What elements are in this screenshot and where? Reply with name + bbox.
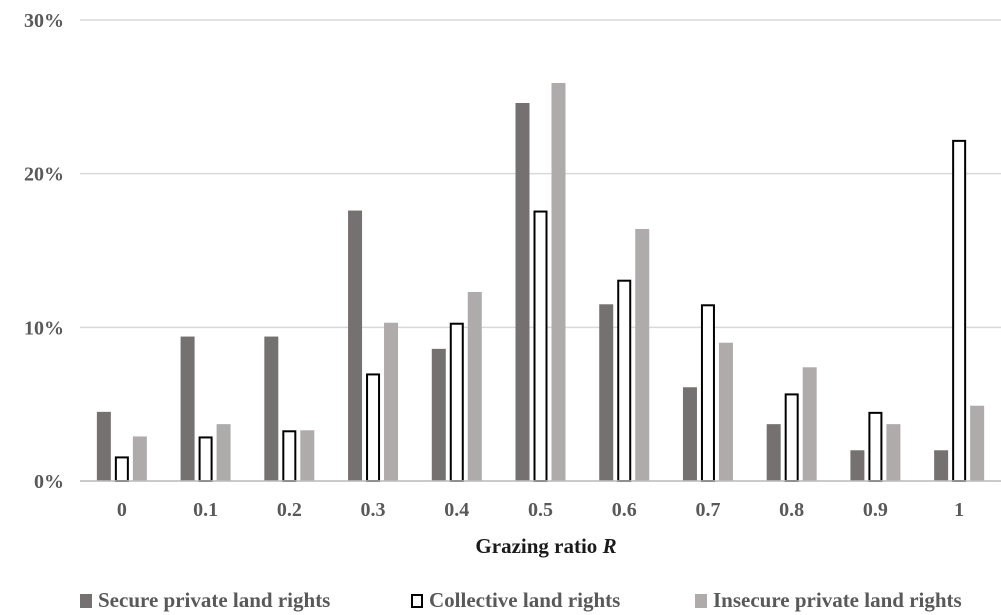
bar-secure <box>431 348 446 481</box>
bar-collective <box>784 393 799 482</box>
legend-swatch-insecure <box>695 593 707 608</box>
x-tick-label: 0.3 <box>361 499 386 521</box>
bar-insecure <box>718 342 733 481</box>
bar-secure <box>599 304 614 481</box>
bar-secure <box>766 424 781 481</box>
legend-label-collective: Collective land rights <box>429 588 621 612</box>
bar-collective <box>366 373 381 482</box>
x-tick-label: 0.1 <box>193 499 218 521</box>
legend-item-collective: Collective land rights <box>411 588 620 613</box>
y-axis-ticks: 0% 10% 20% 30% <box>24 10 64 493</box>
bar-secure <box>850 450 865 481</box>
bar-insecure <box>551 83 566 482</box>
bar-insecure <box>886 424 901 481</box>
bar-secure <box>515 102 530 481</box>
bar-secure <box>264 336 279 481</box>
legend-swatch-collective <box>411 593 423 608</box>
x-tick-label: 0.7 <box>695 499 720 521</box>
y-tick-label: 10% <box>24 317 64 339</box>
legend-label-insecure: Insecure private land rights <box>713 588 962 612</box>
bar-collective <box>533 210 548 482</box>
bar-secure <box>96 411 111 481</box>
x-tick-label: 0.6 <box>612 499 637 521</box>
bar-insecure <box>384 322 399 481</box>
x-tick-label: 0.9 <box>863 499 888 521</box>
legend-item-secure: Secure private land rights <box>80 588 330 613</box>
bar-insecure <box>802 367 817 481</box>
legend: Secure private land rights Collective la… <box>0 588 1001 615</box>
x-axis-ticks: 0 0.1 0.2 0.3 0.4 0.5 0.6 0.7 0.8 0.9 1 <box>117 499 964 521</box>
bar-collective <box>700 304 715 482</box>
bar-secure <box>682 387 697 481</box>
bar-collective <box>114 456 129 482</box>
y-tick-label: 0% <box>34 471 64 493</box>
bar-insecure <box>132 436 147 481</box>
x-tick-label: 0 <box>117 499 127 521</box>
bar-insecure <box>216 424 231 481</box>
bar-collective <box>282 430 297 483</box>
bar-insecure <box>300 430 315 481</box>
x-tick-label: 0.4 <box>444 499 469 521</box>
bar-secure <box>348 210 363 481</box>
bar-chart: 0% 10% 20% 30% 0 0.1 0.2 0.3 0.4 0.5 0.6 0.7 0.8 0.9… <box>24 10 1001 558</box>
bars <box>80 83 1001 483</box>
x-axis-title-text: Grazing ratio <box>475 534 597 558</box>
legend-item-insecure: Insecure private land rights <box>695 588 962 613</box>
bar-collective <box>617 279 632 482</box>
x-axis-title-var: R <box>602 534 617 558</box>
x-tick-label: 0.2 <box>277 499 302 521</box>
bar-collective <box>449 322 464 482</box>
bar-secure <box>934 450 949 481</box>
bar-insecure <box>467 291 482 481</box>
x-tick-label: 0.8 <box>779 499 804 521</box>
x-axis-title: Grazing ratio R <box>475 534 616 558</box>
y-tick-label: 20% <box>24 164 64 186</box>
bar-insecure <box>635 228 650 481</box>
legend-label-secure: Secure private land rights <box>98 588 331 612</box>
x-tick-label: 0.5 <box>528 499 553 521</box>
bar-collective <box>868 411 883 483</box>
bar-secure <box>180 336 195 481</box>
bar-collective <box>952 139 967 483</box>
legend-swatch-secure <box>80 593 92 608</box>
x-tick-label: 1 <box>954 499 964 521</box>
bar-collective <box>198 436 213 483</box>
bar-insecure <box>970 405 985 481</box>
y-tick-label: 30% <box>24 10 64 32</box>
